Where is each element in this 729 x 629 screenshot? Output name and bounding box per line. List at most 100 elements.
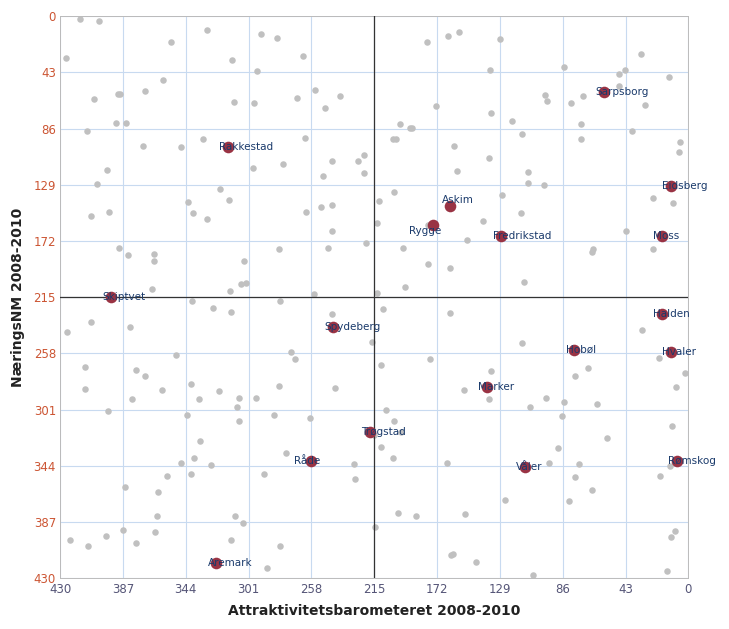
- Point: [225, 286, 236, 296]
- Point: [394, 119, 405, 129]
- Point: [389, 187, 400, 197]
- Point: [445, 550, 456, 560]
- Point: [110, 118, 122, 128]
- Point: [185, 469, 197, 479]
- Text: Askim: Askim: [442, 196, 473, 206]
- Point: [137, 141, 149, 151]
- Point: [506, 116, 518, 126]
- Point: [635, 49, 647, 59]
- Point: [527, 571, 539, 581]
- Point: [176, 458, 187, 468]
- Point: [587, 485, 599, 495]
- Point: [157, 75, 169, 86]
- Point: [485, 108, 496, 118]
- Point: [613, 69, 625, 79]
- Point: [161, 470, 173, 481]
- Point: [496, 231, 507, 241]
- Point: [113, 243, 125, 253]
- Point: [653, 353, 665, 363]
- Text: Hvaler: Hvaler: [662, 347, 696, 357]
- Point: [613, 81, 625, 91]
- Point: [575, 120, 587, 130]
- Point: [231, 402, 243, 412]
- Point: [375, 442, 386, 452]
- Point: [292, 92, 303, 103]
- Point: [82, 541, 94, 551]
- Text: Marker: Marker: [478, 382, 514, 392]
- Point: [556, 411, 568, 421]
- Point: [515, 208, 527, 218]
- Point: [224, 195, 235, 205]
- Point: [523, 167, 534, 177]
- Text: Aremark: Aremark: [208, 558, 252, 568]
- Point: [590, 399, 602, 409]
- Point: [233, 392, 245, 403]
- Point: [233, 416, 245, 426]
- Point: [359, 150, 370, 160]
- Point: [601, 433, 613, 443]
- Point: [539, 90, 551, 100]
- Point: [667, 198, 679, 208]
- Point: [647, 193, 659, 203]
- Point: [271, 33, 283, 43]
- Text: Halden: Halden: [653, 309, 690, 320]
- Point: [211, 558, 222, 568]
- Point: [569, 472, 580, 482]
- Point: [308, 289, 320, 299]
- Point: [106, 292, 117, 303]
- Point: [370, 522, 381, 532]
- Y-axis label: NæringsNM 2008-2010: NæringsNM 2008-2010: [11, 208, 25, 387]
- Point: [442, 31, 453, 42]
- Point: [300, 133, 311, 143]
- Point: [258, 469, 270, 479]
- Point: [524, 402, 536, 412]
- Point: [171, 350, 182, 360]
- Point: [79, 362, 91, 372]
- Point: [392, 508, 404, 518]
- Point: [157, 385, 168, 395]
- Point: [327, 156, 338, 166]
- Point: [280, 448, 292, 458]
- Point: [130, 365, 141, 375]
- Point: [273, 296, 285, 306]
- Point: [598, 87, 609, 97]
- Point: [186, 296, 198, 306]
- Point: [60, 53, 71, 64]
- Point: [577, 91, 588, 101]
- Point: [359, 168, 370, 178]
- Point: [330, 382, 341, 392]
- Text: Hobøl: Hobøl: [566, 345, 596, 355]
- Point: [553, 443, 564, 454]
- Point: [636, 325, 648, 335]
- Point: [397, 243, 409, 253]
- Point: [275, 541, 286, 551]
- Text: Våler: Våler: [516, 462, 542, 472]
- Point: [149, 255, 160, 265]
- Point: [206, 460, 217, 470]
- Point: [427, 220, 439, 230]
- Point: [481, 382, 493, 392]
- Point: [523, 178, 534, 188]
- Point: [666, 420, 678, 430]
- Point: [364, 427, 375, 437]
- Point: [93, 16, 105, 26]
- Point: [273, 381, 284, 391]
- Text: Spydeberg: Spydeberg: [324, 322, 381, 332]
- Point: [669, 526, 681, 536]
- Point: [300, 207, 312, 217]
- Point: [237, 518, 249, 528]
- Point: [405, 123, 416, 133]
- Point: [679, 367, 691, 377]
- Point: [152, 487, 164, 498]
- Point: [461, 235, 472, 245]
- Point: [620, 226, 631, 237]
- Point: [182, 410, 193, 420]
- Point: [388, 134, 399, 144]
- Point: [573, 459, 585, 469]
- Point: [470, 557, 482, 567]
- Point: [85, 211, 96, 221]
- Point: [238, 256, 249, 266]
- Point: [477, 216, 488, 226]
- Point: [348, 459, 359, 469]
- Point: [391, 134, 402, 144]
